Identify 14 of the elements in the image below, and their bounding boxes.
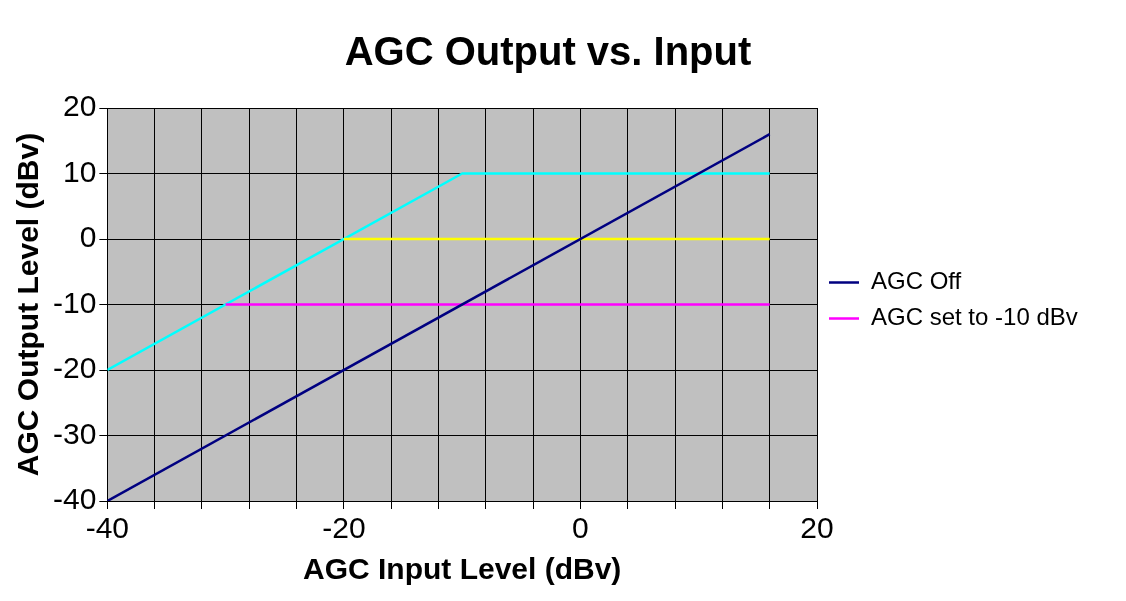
x-axis-title: AGC Input Level (dBv) (303, 552, 622, 586)
y-tick-label: 0 (79, 220, 97, 254)
y-tick-label: 20 (62, 89, 97, 123)
y-tick-label: -30 (53, 416, 97, 450)
y-axis-title: AGC Output Level (dBv) (11, 132, 45, 477)
legend-label: AGC set to -10 dBv (871, 303, 1078, 331)
x-tick-label: 20 (800, 511, 834, 545)
y-tick-label: -20 (53, 351, 97, 385)
y-tick-label: -10 (53, 285, 97, 319)
x-tick-label: 0 (572, 511, 589, 545)
y-tick-label: 10 (62, 154, 97, 188)
chart-title: AGC Output vs. Input (344, 29, 752, 74)
x-tick-label: -20 (322, 511, 366, 545)
legend-label: AGC Off (871, 267, 962, 295)
